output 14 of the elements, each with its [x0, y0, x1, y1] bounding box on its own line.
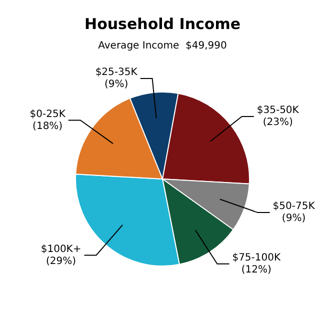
data-label: (12%)	[241, 264, 272, 276]
data-label: (9%)	[104, 79, 128, 90]
data-label: (29%)	[46, 256, 76, 267]
slice-label: $25-35K	[95, 67, 138, 78]
slice-label: $35-50K	[256, 105, 300, 116]
slice-label: $75-100K	[232, 252, 281, 264]
data-label: (9%)	[282, 213, 306, 224]
slice-label: $50-75K	[272, 201, 316, 212]
data-label: (18%)	[32, 120, 63, 132]
data-label: (23%)	[262, 117, 293, 128]
slice-label: $100K+	[40, 244, 82, 255]
chart-subtitle: Average Income $49,990	[98, 40, 227, 52]
chart-title: Household Income	[84, 14, 240, 33]
slice-label: $0-25K	[30, 108, 66, 120]
